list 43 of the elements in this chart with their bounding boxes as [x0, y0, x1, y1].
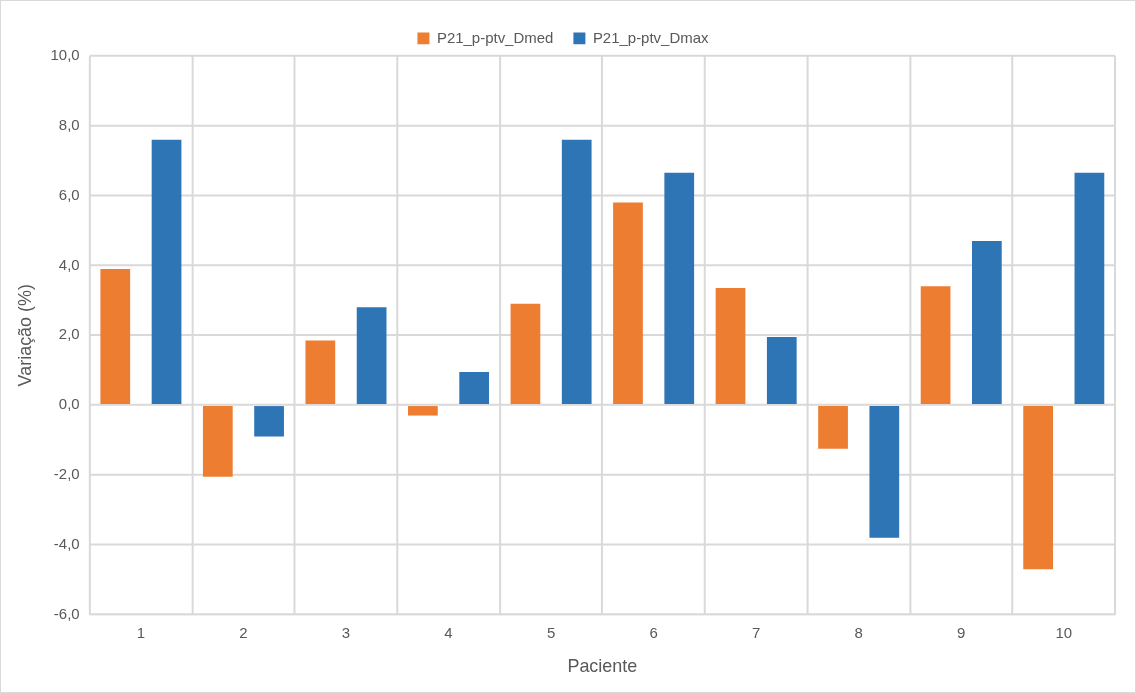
- x-tick-label: 6: [649, 623, 658, 641]
- x-tick-label: 4: [444, 623, 453, 641]
- x-tick-label: 3: [341, 623, 351, 641]
- legend-label: P21_p-ptv_Dmax: [592, 28, 709, 46]
- bar: [715, 288, 746, 405]
- bar: [356, 307, 387, 405]
- y-axis-title: Variação (%): [14, 284, 35, 387]
- y-tick-label: 4,0: [58, 255, 80, 273]
- bar: [664, 172, 695, 405]
- bar: [202, 406, 233, 477]
- x-tick-label: 9: [957, 623, 966, 641]
- bar: [510, 303, 541, 405]
- bar: [305, 340, 336, 405]
- y-tick-label: 10,0: [50, 45, 80, 63]
- bar: [254, 406, 284, 437]
- legend-label: P21_p-ptv_Dmed: [436, 28, 554, 46]
- bar: [151, 139, 182, 405]
- x-tick-label: 5: [546, 623, 556, 641]
- y-tick-label: -4,0: [53, 534, 80, 552]
- bar: [766, 336, 797, 405]
- bar: [459, 371, 490, 405]
- x-tick-label: 1: [136, 623, 146, 641]
- bar: [100, 268, 131, 405]
- bar: [613, 202, 643, 405]
- x-tick-label: 2: [239, 623, 248, 641]
- y-tick-label: -2,0: [53, 465, 80, 483]
- y-tick-label: 0,0: [58, 395, 80, 413]
- bar: [1023, 406, 1053, 570]
- x-tick-label: 8: [854, 623, 863, 641]
- x-axis-title: Paciente: [567, 656, 638, 677]
- bar: [869, 406, 900, 538]
- y-tick-label: 8,0: [58, 115, 80, 133]
- y-tick-label: 2,0: [58, 325, 80, 343]
- bar: [818, 406, 848, 449]
- y-tick-label: -6,0: [53, 604, 80, 622]
- bar: [561, 139, 592, 405]
- bar: [408, 406, 438, 416]
- bar: [1074, 172, 1105, 405]
- y-tick-label: 6,0: [58, 185, 80, 203]
- bar: [971, 240, 1002, 405]
- x-tick-label: 7: [751, 623, 761, 641]
- bar: [920, 286, 951, 405]
- x-tick-label: 10: [1055, 623, 1073, 641]
